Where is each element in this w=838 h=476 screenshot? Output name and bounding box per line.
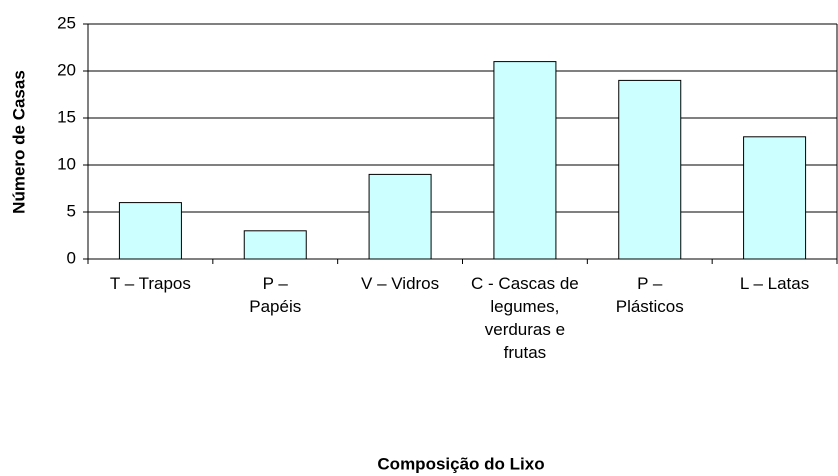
x-tick-label: C - Cascas de legumes, verduras e frutas [471, 274, 579, 362]
x-tick-label-box: L – Latas [739, 274, 810, 293]
y-tick-label: 10 [57, 154, 76, 173]
x-tick-label-box: C - Cascas de legumes, verduras e frutas [471, 274, 579, 362]
y-axis-label: Número de Casas [9, 70, 28, 214]
x-tick-label-box: P – Plásticos [615, 274, 684, 316]
x-tick-label: P – Papéis [249, 274, 302, 316]
y-tick-label: 25 [57, 13, 76, 32]
bar [368, 173, 432, 260]
x-tick-label: P – Plásticos [615, 274, 684, 316]
y-tick-label: 20 [57, 60, 76, 79]
bar [118, 202, 182, 260]
y-tick-label: 0 [67, 248, 76, 267]
bar [243, 230, 307, 260]
x-tick-label-box: T – Trapos [109, 274, 191, 293]
bar [493, 61, 557, 260]
y-tick-label: 5 [67, 201, 76, 220]
x-tick-label: L – Latas [739, 274, 810, 293]
x-axis-label: Composição do Lixo [377, 454, 544, 473]
x-tick-label-box: V – Vidros [361, 274, 440, 293]
x-tick-label: T – Trapos [109, 274, 191, 293]
x-tick-label-box: P – Papéis [249, 274, 302, 316]
bar [743, 136, 807, 260]
y-tick-label: 15 [57, 107, 76, 126]
bar [618, 79, 682, 260]
x-tick-label: V – Vidros [361, 274, 440, 293]
